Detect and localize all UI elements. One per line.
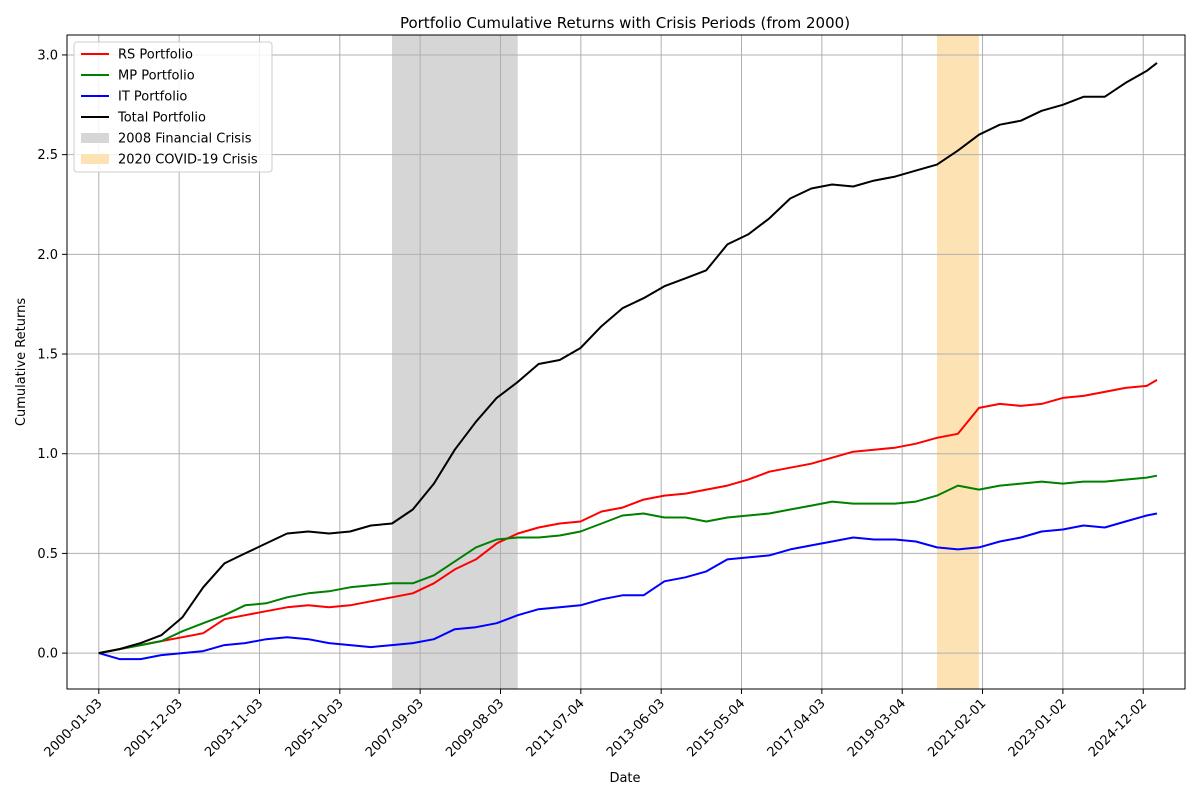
x-tick-label: 2024-12-02 <box>1086 696 1150 760</box>
y-tick-label: 2.5 <box>37 148 58 163</box>
series-line-mp-portfolio <box>98 474 1158 655</box>
legend-swatch <box>81 154 109 164</box>
crisis-band-1 <box>392 35 518 689</box>
legend-label: 2008 Financial Crisis <box>118 132 252 147</box>
x-tick-label: 2017-04-03 <box>765 696 829 760</box>
series-line-rs-portfolio <box>98 379 1158 655</box>
plot-area-frame <box>66 34 1186 690</box>
x-tick-label: 2011-07-04 <box>524 696 588 760</box>
x-tick-label: 2005-10-03 <box>283 696 347 760</box>
x-tick-label: 2003-11-03 <box>202 696 266 760</box>
series-line-total-portfolio <box>98 62 1158 655</box>
y-tick-label: 2.0 <box>37 248 58 263</box>
legend-label: RS Portfolio <box>118 48 193 63</box>
x-tick-label: 2021-02-01 <box>925 696 989 760</box>
chart-title: Portfolio Cumulative Returns with Crisis… <box>400 14 850 32</box>
x-tick-label: 2015-05-04 <box>684 696 748 760</box>
y-tick-label: 0.0 <box>37 647 58 662</box>
legend-box <box>73 41 273 173</box>
y-tick-label: 3.0 <box>37 48 58 63</box>
series-line-it-portfolio <box>98 512 1158 661</box>
legend-swatch <box>81 133 109 143</box>
x-tick-label: 2007-09-03 <box>363 696 427 760</box>
x-tick-label: 2001-12-03 <box>122 696 186 760</box>
y-axis-title: Cumulative Returns <box>14 298 29 426</box>
y-tick-label: 1.5 <box>37 348 58 363</box>
crisis-bands <box>392 35 979 689</box>
x-tick-label: 2009-08-03 <box>443 696 507 760</box>
x-tick-label: 2019-03-04 <box>845 696 909 760</box>
x-tick-label: 2013-06-03 <box>604 696 668 760</box>
legend-label: IT Portfolio <box>118 90 187 105</box>
legend: RS Portfolio MP Portfolio IT Portfolio Tota… <box>73 41 273 173</box>
y-tick-label: 0.5 <box>37 547 58 562</box>
y-tick-label: 1.0 <box>37 447 58 462</box>
legend-label: MP Portfolio <box>118 69 195 84</box>
crisis-band-2 <box>936 35 979 689</box>
legend-label: 2020 COVID-19 Crisis <box>118 153 258 168</box>
x-axis-title: Date <box>609 771 640 786</box>
x-tick-label: 2023-01-02 <box>1006 696 1070 760</box>
x-tick-label: 2000-01-03 <box>42 696 106 760</box>
legend-label: Total Portfolio <box>117 111 206 126</box>
series-lines <box>98 62 1158 661</box>
